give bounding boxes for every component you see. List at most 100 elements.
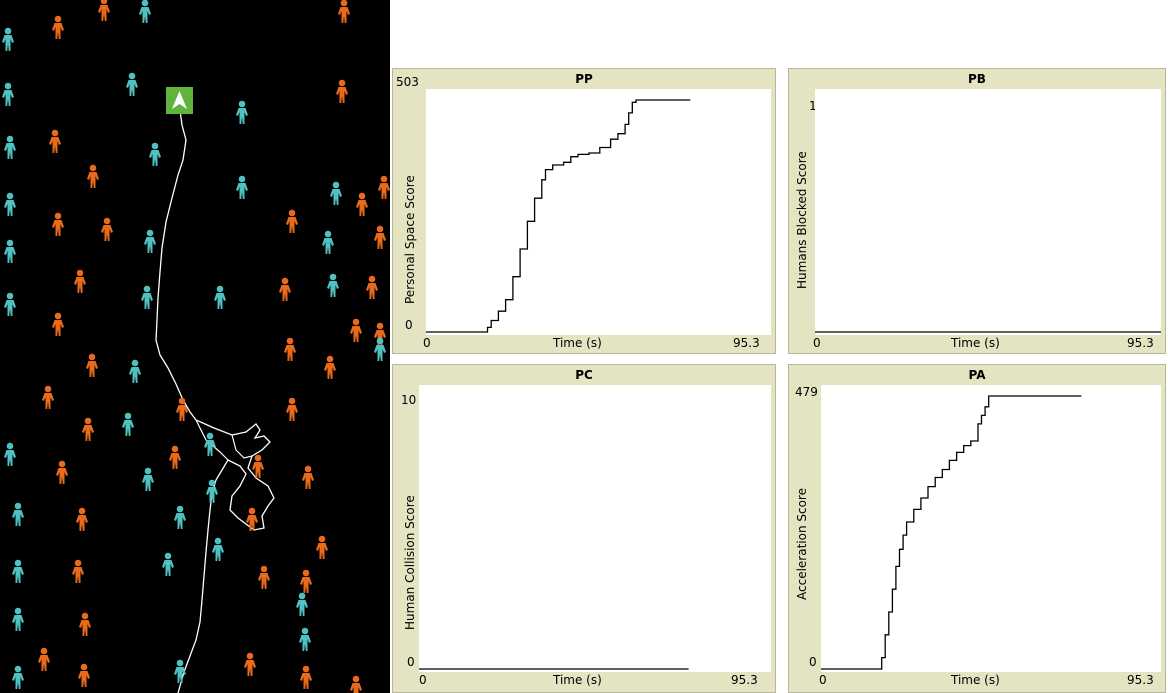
x-axis-label: Time (s) xyxy=(553,336,602,350)
y-tick-min: 0 xyxy=(405,318,413,332)
plot-title: PA xyxy=(968,368,986,382)
person-orange-icon xyxy=(74,269,86,293)
person-cyan-icon xyxy=(12,607,24,631)
x-tick-min: 0 xyxy=(419,673,427,687)
x-tick-min: 0 xyxy=(813,336,821,350)
plot-area xyxy=(821,385,1161,672)
y-tick-min: 0 xyxy=(407,655,415,669)
x-tick-min: 0 xyxy=(423,336,431,350)
plot-pc: PC Human Collision Score 10 0 0 Time (s)… xyxy=(392,364,776,693)
y-tick-min: 0 xyxy=(809,655,817,669)
person-orange-icon xyxy=(52,212,64,236)
person-orange-icon xyxy=(279,277,291,301)
person-cyan-icon xyxy=(129,359,141,383)
person-orange-icon xyxy=(336,79,348,103)
person-orange-icon xyxy=(338,0,350,23)
person-orange-icon xyxy=(42,385,54,409)
person-orange-icon xyxy=(56,460,68,484)
person-cyan-icon xyxy=(142,467,154,491)
person-cyan-icon xyxy=(174,505,186,529)
person-orange-icon xyxy=(286,209,298,233)
person-cyan-icon xyxy=(296,592,308,616)
person-orange-icon xyxy=(82,417,94,441)
person-orange-icon xyxy=(52,15,64,39)
plot-area xyxy=(419,385,771,672)
y-axis-label: Personal Space Score xyxy=(403,175,417,304)
person-orange-icon xyxy=(350,675,362,693)
person-orange-icon xyxy=(169,445,181,469)
person-cyan-icon xyxy=(2,27,14,51)
person-cyan-icon xyxy=(214,285,226,309)
person-orange-icon xyxy=(72,559,84,583)
plot-area xyxy=(815,89,1161,335)
y-axis-label: Human Collision Score xyxy=(403,495,417,630)
person-cyan-icon xyxy=(149,142,161,166)
person-cyan-icon xyxy=(141,285,153,309)
person-cyan-icon xyxy=(327,273,339,297)
person-cyan-icon xyxy=(212,537,224,561)
person-orange-icon xyxy=(98,0,110,21)
x-tick-max: 95.3 xyxy=(1127,336,1154,350)
person-orange-icon xyxy=(38,647,50,671)
person-orange-icon xyxy=(300,569,312,593)
person-cyan-icon xyxy=(4,192,16,216)
person-orange-icon xyxy=(356,192,368,216)
person-orange-icon xyxy=(284,337,296,361)
person-orange-icon xyxy=(324,355,336,379)
person-orange-icon xyxy=(87,164,99,188)
x-tick-max: 95.3 xyxy=(733,336,760,350)
y-tick-max: 10 xyxy=(401,393,417,407)
x-axis-label: Time (s) xyxy=(553,673,602,687)
series-line-pp xyxy=(426,99,691,333)
person-cyan-icon xyxy=(12,502,24,526)
series-line-pa xyxy=(821,395,1082,670)
person-orange-icon xyxy=(86,353,98,377)
person-cyan-icon xyxy=(330,181,342,205)
person-cyan-icon xyxy=(374,337,386,361)
person-cyan-icon xyxy=(162,552,174,576)
person-cyan-icon xyxy=(12,665,24,689)
person-orange-icon xyxy=(378,175,390,199)
person-orange-icon xyxy=(366,275,378,299)
simulation-world-view[interactable] xyxy=(0,0,390,693)
plot-title: PC xyxy=(575,368,593,382)
person-orange-icon xyxy=(78,663,90,687)
person-cyan-icon xyxy=(4,442,16,466)
robot-arrow-icon[interactable] xyxy=(166,87,193,114)
person-orange-icon xyxy=(79,612,91,636)
person-orange-icon xyxy=(76,507,88,531)
plot-pp: PP Personal Space Score 503 0 0 Time (s)… xyxy=(392,68,776,354)
y-tick-max: 503 xyxy=(396,75,419,89)
person-cyan-icon xyxy=(174,659,186,683)
person-cyan-icon xyxy=(122,412,134,436)
person-cyan-icon xyxy=(236,100,248,124)
plot-pb: PB Humans Blocked Score 10 0 0 Time (s) … xyxy=(788,68,1166,354)
robot-trail-branch xyxy=(195,419,253,461)
person-cyan-icon xyxy=(144,229,156,253)
x-tick-min: 0 xyxy=(819,673,827,687)
person-orange-icon xyxy=(316,535,328,559)
person-cyan-icon xyxy=(2,82,14,106)
plot-title: PB xyxy=(968,72,986,86)
person-cyan-icon xyxy=(236,175,248,199)
person-orange-icon xyxy=(49,129,61,153)
person-orange-icon xyxy=(101,217,113,241)
person-orange-icon xyxy=(374,225,386,249)
y-axis-label: Humans Blocked Score xyxy=(795,151,809,289)
person-orange-icon xyxy=(176,397,188,421)
person-orange-icon xyxy=(52,312,64,336)
person-cyan-icon xyxy=(4,135,16,159)
world-canvas xyxy=(2,0,390,693)
plot-area xyxy=(426,89,771,335)
person-cyan-icon xyxy=(4,239,16,263)
robot-trail xyxy=(155,109,275,693)
plot-title: PP xyxy=(575,72,593,86)
person-cyan-icon xyxy=(12,559,24,583)
x-tick-max: 95.3 xyxy=(1127,673,1154,687)
x-tick-max: 95.3 xyxy=(731,673,758,687)
person-cyan-icon xyxy=(299,627,311,651)
person-orange-icon xyxy=(286,397,298,421)
person-cyan-icon xyxy=(322,230,334,254)
person-orange-icon xyxy=(350,318,362,342)
person-orange-icon xyxy=(246,507,258,531)
